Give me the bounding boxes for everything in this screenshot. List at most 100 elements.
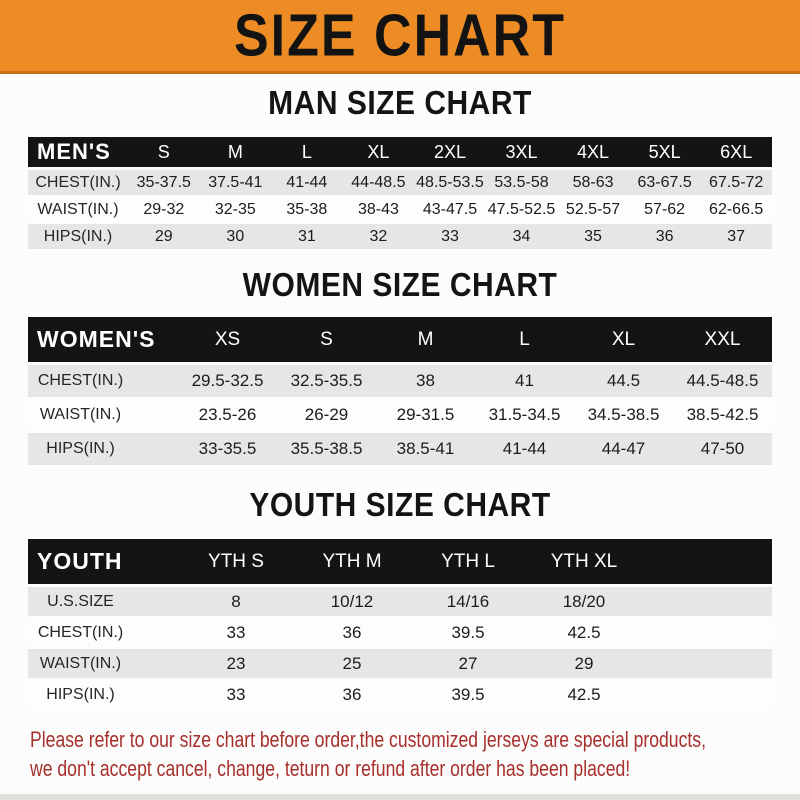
- filler-cell: [642, 648, 772, 680]
- value-cell: 41: [475, 363, 574, 399]
- value-cell: 38.5-42.5: [673, 398, 772, 433]
- value-cell: 23.5-26: [178, 398, 277, 433]
- filler-header-cell: [642, 539, 772, 587]
- row-label: CHEST(IN.): [28, 168, 128, 197]
- row-label: HIPS(IN.): [28, 679, 178, 711]
- filler-cell: [642, 679, 772, 711]
- size-column-header: YTH S: [178, 539, 294, 587]
- value-cell: 62-66.5: [700, 196, 772, 224]
- value-cell: 34: [485, 223, 558, 251]
- size-column-header: 2XL: [414, 137, 486, 170]
- bottom-strip: [0, 794, 800, 800]
- value-cell: 41-44: [475, 432, 574, 467]
- value-cell: 29.5-32.5: [178, 363, 277, 399]
- value-cell: 39.5: [410, 679, 526, 711]
- value-cell: 44-47: [574, 432, 673, 467]
- value-cell: 47.5-52.5: [485, 196, 558, 224]
- value-cell: 42.5: [526, 617, 642, 649]
- value-cell: 31.5-34.5: [475, 398, 574, 433]
- size-column-header: XL: [342, 137, 415, 170]
- measurement-row: HIPS(IN.) 33 36 39.5 42.5: [28, 679, 772, 711]
- value-cell: 57-62: [628, 196, 701, 224]
- value-cell: 25: [294, 648, 410, 680]
- row-label: U.S.SIZE: [28, 585, 178, 618]
- size-column-header: L: [475, 317, 574, 365]
- value-cell: 36: [628, 223, 701, 251]
- men-size-table: MEN'S S M L XL 2XL 3XL 4XL 5XL 6XL CHEST(IN.) 35-37…: [28, 137, 772, 251]
- size-column-header: L: [271, 137, 343, 170]
- table-corner-label: YOUTH: [28, 539, 178, 587]
- size-column-header: S: [128, 137, 200, 170]
- value-cell: 35-37.5: [128, 168, 200, 197]
- women-section-heading: WOMEN SIZE CHART: [242, 266, 558, 304]
- value-cell: 37.5-41: [199, 168, 272, 197]
- size-column-header: 6XL: [700, 137, 772, 170]
- size-column-header: YTH XL: [526, 539, 642, 587]
- notice-line-1: Please refer to our size chart before or…: [30, 727, 706, 752]
- value-cell: 39.5: [410, 617, 526, 649]
- value-cell: 32-35: [199, 196, 272, 224]
- value-cell: 35: [557, 223, 629, 251]
- size-column-header: 5XL: [628, 137, 701, 170]
- table-header-row: MEN'S S M L XL 2XL 3XL 4XL 5XL 6XL: [28, 137, 772, 170]
- value-cell: 26-29: [277, 398, 376, 433]
- value-cell: 8: [178, 585, 294, 618]
- order-notice: Please refer to our size chart before or…: [30, 725, 800, 783]
- value-cell: 67.5-72: [700, 168, 772, 197]
- youth-section-heading: YOUTH SIZE CHART: [249, 486, 551, 524]
- value-cell: 53.5-58: [485, 168, 558, 197]
- row-label: CHEST(IN.): [28, 363, 178, 399]
- value-cell: 52.5-57: [557, 196, 629, 224]
- value-cell: 37: [700, 223, 772, 251]
- value-cell: 27: [410, 648, 526, 680]
- value-cell: 44.5: [574, 363, 673, 399]
- size-column-header: 4XL: [557, 137, 629, 170]
- row-label: CHEST(IN.): [28, 617, 178, 649]
- section-women: WOMEN SIZE CHART WOMEN'S XS S M L XL XXL CHEST(…: [0, 266, 800, 467]
- value-cell: 10/12: [294, 585, 410, 618]
- value-cell: 36: [294, 679, 410, 711]
- size-column-header: YTH L: [410, 539, 526, 587]
- measurement-row: U.S.SIZE 8 10/12 14/16 18/20: [28, 585, 772, 618]
- value-cell: 33: [178, 679, 294, 711]
- value-cell: 18/20: [526, 585, 642, 618]
- value-cell: 42.5: [526, 679, 642, 711]
- value-cell: 58-63: [557, 168, 629, 197]
- table-corner-label: WOMEN'S: [28, 317, 178, 365]
- value-cell: 36: [294, 617, 410, 649]
- value-cell: 38-43: [342, 196, 415, 224]
- value-cell: 29-31.5: [376, 398, 475, 433]
- section-men: MAN SIZE CHART MEN'S S M L XL 2XL 3XL 4XL 5XL 6XL…: [0, 85, 800, 251]
- row-label: WAIST(IN.): [28, 196, 128, 224]
- filler-cell: [642, 585, 772, 618]
- size-column-header: YTH M: [294, 539, 410, 587]
- value-cell: 29: [526, 648, 642, 680]
- row-label: WAIST(IN.): [28, 648, 178, 680]
- notice-line-2: we don't accept cancel, change, teturn o…: [30, 756, 631, 781]
- size-column-header: M: [376, 317, 475, 365]
- measurement-row: WAIST(IN.) 23.5-26 26-29 29-31.5 31.5-34.5 34…: [28, 398, 772, 433]
- value-cell: 38.5-41: [376, 432, 475, 467]
- size-column-header: XS: [178, 317, 277, 365]
- row-label: HIPS(IN.): [28, 432, 178, 467]
- section-youth: YOUTH SIZE CHART YOUTH YTH S YTH M YTH L YTH…: [0, 486, 800, 711]
- value-cell: 30: [199, 223, 272, 251]
- value-cell: 44.5-48.5: [673, 363, 772, 399]
- value-cell: 32: [342, 223, 415, 251]
- size-column-header: 3XL: [485, 137, 558, 170]
- measurement-row: CHEST(IN.) 35-37.5 37.5-41 41-44 44-48.5 48.5…: [28, 168, 772, 197]
- value-cell: 43-47.5: [414, 196, 486, 224]
- value-cell: 48.5-53.5: [414, 168, 486, 197]
- value-cell: 35.5-38.5: [277, 432, 376, 467]
- value-cell: 33: [414, 223, 486, 251]
- value-cell: 33: [178, 617, 294, 649]
- measurement-row: HIPS(IN.) 29 30 31 32 33 34 35 36 37: [28, 223, 772, 251]
- value-cell: 44-48.5: [342, 168, 415, 197]
- banner-title: SIZE CHART: [234, 2, 566, 69]
- measurement-row: CHEST(IN.) 33 36 39.5 42.5: [28, 617, 772, 649]
- value-cell: 41-44: [271, 168, 343, 197]
- banner: SIZE CHART: [0, 0, 800, 74]
- value-cell: 14/16: [410, 585, 526, 618]
- value-cell: 31: [271, 223, 343, 251]
